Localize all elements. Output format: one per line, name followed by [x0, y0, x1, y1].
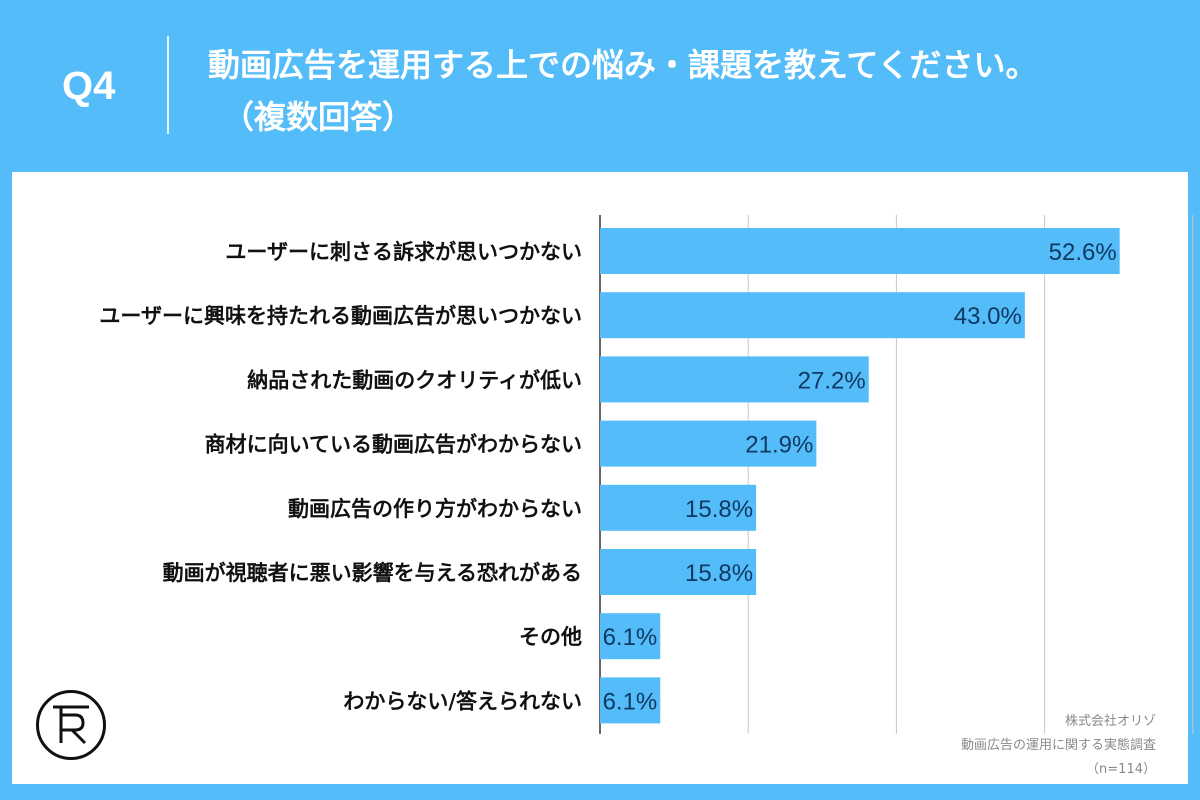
bar [600, 549, 757, 595]
category-label: 商材に向いている動画広告がわからない [205, 433, 582, 457]
category-label: その他 [519, 625, 582, 649]
category-label: 納品された動画のクオリティが低い [247, 368, 582, 392]
category-label: わからない/答えられない [343, 689, 582, 713]
question-subtitle: （複数回答） [222, 98, 415, 136]
category-label: 動画が視聴者に悪い影響を与える恐れがある [163, 561, 582, 585]
company-name: 株式会社オリゾ [1064, 714, 1156, 729]
value-label: 21.9% [745, 432, 813, 459]
value-label: 27.2% [798, 367, 866, 394]
question-number: Q4 [62, 64, 116, 108]
value-label: 43.0% [954, 303, 1022, 330]
value-label: 6.1% [603, 624, 658, 651]
header-divider [167, 36, 169, 134]
bar [600, 292, 1025, 339]
bar [600, 356, 869, 403]
bar [600, 613, 661, 660]
value-label: 15.8% [685, 496, 753, 523]
category-label: 動画広告の作り方がわからない [288, 497, 582, 521]
survey-name: 動画広告の運用に関する実態調査 [960, 738, 1156, 753]
bar [600, 420, 817, 467]
bar [600, 484, 757, 531]
bar [600, 677, 661, 724]
survey-credits: 株式会社オリゾ 動画広告の運用に関する実態調査 （n=114） [961, 710, 1156, 782]
value-label: 6.1% [603, 688, 658, 715]
bar [600, 228, 1120, 274]
category-label: ユーザーに興味を持たれる動画広告が思いつかない [99, 304, 582, 328]
sample-size: （n=114） [1086, 762, 1156, 777]
header: Q4 動画広告を運用する上での悩み・課題を教えてください。 （複数回答） [0, 0, 1200, 170]
value-label: 52.6% [1049, 239, 1117, 266]
company-logo-icon [36, 690, 106, 760]
value-label: 15.8% [685, 560, 753, 587]
question-title: 動画広告を運用する上での悩み・課題を教えてください。 [208, 46, 1038, 84]
category-label: ユーザーに刺さる訴求が思いつかない [225, 240, 582, 264]
